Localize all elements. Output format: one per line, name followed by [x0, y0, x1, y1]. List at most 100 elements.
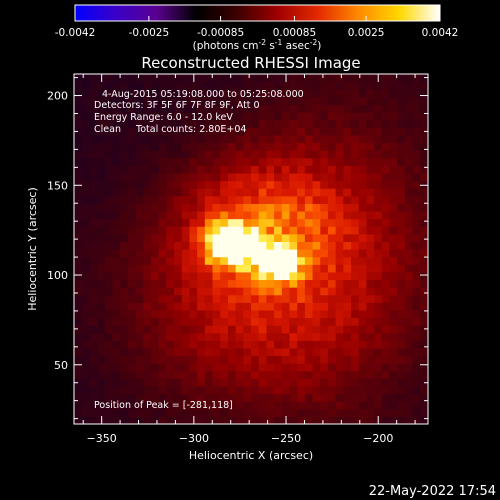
heatmap-cell: [174, 317, 183, 326]
heatmap-cell: [343, 89, 352, 98]
heatmap-cell: [104, 256, 114, 265]
heatmap-cell: [89, 332, 98, 341]
heatmap-cell: [127, 150, 137, 159]
heatmap-cell: [104, 340, 114, 349]
heatmap-cell: [404, 309, 414, 319]
heatmap-cell: [243, 279, 252, 288]
heatmap-cell: [289, 233, 298, 242]
heatmap-cell: [320, 249, 329, 258]
heatmap-cell: [150, 203, 160, 212]
heatmap-cell: [397, 302, 406, 311]
heatmap-cell: [404, 385, 414, 395]
heatmap-cell: [366, 127, 375, 136]
heatmap-cell: [158, 165, 167, 174]
heatmap-cell: [204, 355, 214, 364]
heatmap-cell: [227, 302, 237, 311]
heatmap-cell: [81, 180, 90, 189]
heatmap-cell: [89, 401, 98, 410]
heatmap-cell: [243, 347, 252, 357]
heatmap-cell: [251, 370, 260, 379]
heatmap-cell: [404, 347, 414, 357]
heatmap-cell: [74, 325, 83, 334]
heatmap-cell: [343, 347, 352, 357]
heatmap-cell: [89, 347, 98, 357]
heatmap-cell: [251, 302, 260, 311]
heatmap-cell: [143, 142, 152, 151]
heatmap-cell: [389, 81, 398, 90]
heatmap-cell: [81, 401, 90, 410]
heatmap-cell: [120, 241, 129, 250]
heatmap-cell: [320, 401, 329, 410]
heatmap-cell: [412, 210, 421, 220]
heatmap-cell: [374, 287, 383, 296]
heatmap-cell: [120, 370, 129, 379]
heatmap-cell: [112, 81, 121, 90]
heatmap-cell: [327, 393, 337, 402]
heatmap-cell: [412, 157, 421, 166]
heatmap-cell: [158, 302, 167, 311]
heatmap-cell: [174, 347, 183, 357]
heatmap-cell: [304, 363, 314, 372]
heatmap-cell: [327, 165, 337, 174]
heatmap-cell: [335, 393, 344, 402]
heatmap-cell: [181, 309, 191, 319]
heatmap-cell: [235, 134, 244, 144]
heatmap-cell: [351, 104, 360, 113]
heatmap-cell: [266, 317, 275, 326]
heatmap-cell: [343, 294, 352, 303]
heatmap-cell: [297, 226, 306, 235]
heatmap-cell: [174, 150, 183, 159]
heatmap-cell: [104, 180, 114, 189]
heatmap-cell: [104, 218, 114, 227]
heatmap-cell: [220, 287, 229, 296]
heatmap-cell: [327, 401, 337, 410]
heatmap-cell: [381, 340, 391, 349]
heatmap-cell: [174, 370, 183, 379]
heatmap-cell: [389, 241, 398, 250]
heatmap-cell: [81, 393, 90, 402]
heatmap-cell: [297, 279, 306, 288]
heatmap-cell: [251, 226, 260, 235]
heatmap-cell: [266, 150, 275, 159]
heatmap-cell: [81, 241, 90, 250]
y-tick-label: 50: [54, 359, 68, 372]
heatmap-cell: [74, 142, 83, 151]
heatmap-cell: [212, 119, 221, 128]
heatmap-cell: [220, 226, 229, 235]
heatmap-cell: [397, 294, 406, 303]
heatmap-cell: [351, 74, 360, 83]
heatmap-cell: [212, 104, 221, 113]
heatmap-cell: [120, 401, 129, 410]
heatmap-cell: [397, 127, 406, 136]
heatmap-cell: [412, 249, 421, 258]
heatmap-cell: [104, 325, 114, 334]
heatmap-cell: [374, 127, 383, 136]
heatmap-cell: [366, 180, 375, 189]
heatmap-cell: [258, 401, 267, 410]
heatmap-cell: [366, 165, 375, 174]
heatmap-cell: [227, 203, 237, 212]
heatmap-cell: [266, 256, 275, 265]
heatmap-cell: [174, 195, 183, 204]
heatmap-cell: [120, 279, 129, 288]
heatmap-cell: [397, 89, 406, 98]
heatmap-cell: [366, 370, 375, 379]
heatmap-cell: [227, 408, 237, 417]
heatmap-cell: [120, 210, 129, 220]
heatmap-cell: [227, 112, 237, 121]
heatmap-cell: [381, 127, 391, 136]
heatmap-cell: [150, 134, 160, 144]
heatmap-cell: [204, 226, 214, 235]
heatmap-cell: [158, 317, 167, 326]
heatmap-cell: [212, 347, 221, 357]
heatmap-cell: [220, 256, 229, 265]
heatmap-cell: [212, 157, 221, 166]
heatmap-cell: [235, 218, 244, 227]
heatmap-cell: [127, 370, 137, 379]
heatmap-cell: [358, 119, 368, 128]
heatmap-cell: [412, 89, 421, 98]
heatmap-cell: [135, 416, 144, 424]
heatmap-cell: [181, 127, 191, 136]
heatmap-cell: [181, 165, 191, 174]
heatmap-cell: [297, 416, 306, 424]
